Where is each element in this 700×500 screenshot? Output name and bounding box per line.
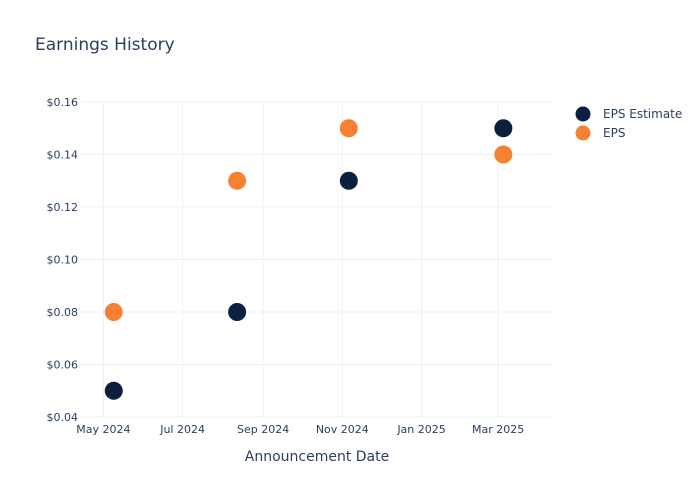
data-point-eps-estimate[interactable] xyxy=(228,303,247,321)
data-point-eps[interactable] xyxy=(228,171,247,190)
x-tick-label: Jul 2024 xyxy=(159,423,205,436)
y-tick-label: $0.08 xyxy=(47,306,79,319)
legend-label: EPS xyxy=(603,126,625,140)
data-points xyxy=(104,119,513,400)
data-point-eps[interactable] xyxy=(104,303,123,321)
x-tick-label: Nov 2024 xyxy=(316,423,369,436)
data-point-eps-estimate[interactable] xyxy=(104,381,123,400)
y-tick-label: $0.06 xyxy=(47,359,79,372)
x-tick-label: Jan 2025 xyxy=(396,423,445,436)
data-point-eps-estimate[interactable] xyxy=(494,119,513,138)
y-gridlines xyxy=(80,101,554,418)
x-axis-ticks: May 2024 Jul 2024 Sep 2024 Nov 2024 Jan 2025… xyxy=(76,423,524,436)
y-tick-label: $0.14 xyxy=(47,149,79,162)
y-tick-label: $0.16 xyxy=(47,96,79,109)
x-tick-label: Sep 2024 xyxy=(237,423,289,436)
y-axis-ticks: $0.04 $0.06 $0.08 $0.10 $0.12 $0.14 $0.16 xyxy=(47,96,79,424)
x-tick-label: May 2024 xyxy=(76,423,130,436)
data-point-eps[interactable] xyxy=(339,119,358,138)
y-tick-label: $0.04 xyxy=(47,411,79,424)
data-point-eps-estimate[interactable] xyxy=(339,171,358,190)
y-tick-label: $0.12 xyxy=(47,201,79,214)
x-axis-title: Announcement Date xyxy=(245,449,389,465)
x-tick-label: Mar 2025 xyxy=(472,423,524,436)
legend-item-eps-estimate[interactable]: EPS Estimate xyxy=(575,106,683,122)
legend-marker xyxy=(575,125,591,141)
y-tick-label: $0.10 xyxy=(47,254,79,267)
legend-item-eps[interactable]: EPS xyxy=(575,125,626,141)
legend-label: EPS Estimate xyxy=(603,107,682,121)
legend-marker xyxy=(575,106,591,122)
chart-title: Earnings History xyxy=(35,35,175,55)
legend[interactable]: EPS Estimate EPS xyxy=(575,106,683,141)
data-point-eps[interactable] xyxy=(494,145,513,164)
